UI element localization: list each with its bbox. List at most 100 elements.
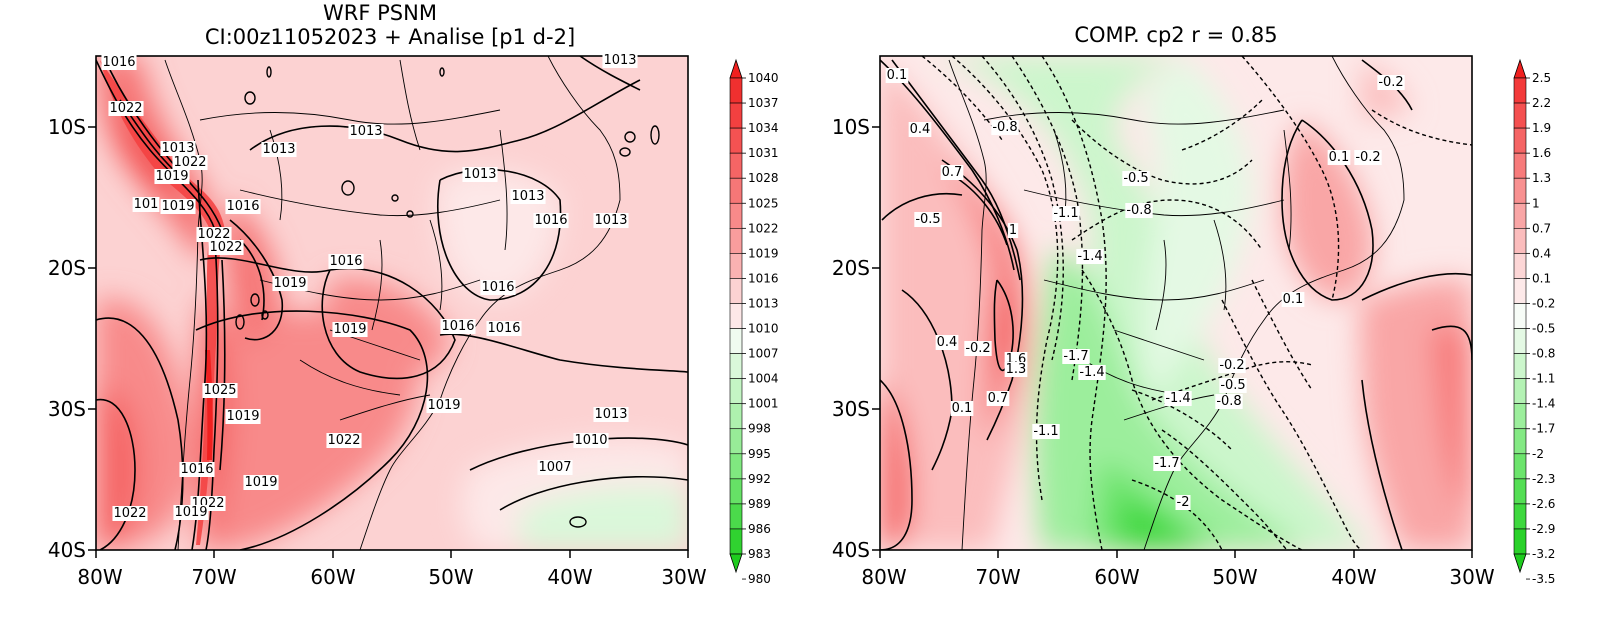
- colorbar-swatch: [729, 353, 743, 379]
- y-tick-label: 20S: [832, 256, 870, 280]
- contour-label-bg: [480, 280, 516, 295]
- colorbar-swatch: [729, 453, 743, 480]
- colorbar-label: 2.2: [1532, 96, 1551, 110]
- colorbar-label: 1016: [748, 271, 779, 285]
- contour-label-bg: [486, 321, 522, 336]
- x-tick-label: 40W: [547, 565, 592, 589]
- colorbar-label: -3.2: [1532, 547, 1555, 561]
- y-tick-label: 10S: [832, 115, 870, 139]
- contour-label: 1022: [209, 240, 242, 255]
- contour-label-bg: [326, 433, 362, 448]
- map-frame: [879, 55, 1473, 551]
- x-tick-label: 60W: [310, 565, 355, 589]
- contour-label-bg: [225, 199, 261, 214]
- colorbar-label: -0.8: [1532, 347, 1555, 361]
- colorbar-label: 983: [748, 547, 771, 561]
- contour-label-bg: [160, 141, 196, 156]
- contour-label-bg: [196, 227, 232, 242]
- colorbar-label: 1013: [748, 296, 779, 310]
- colorbar-label: 1034: [748, 121, 779, 135]
- colorbar-swatch: [1513, 253, 1527, 279]
- contour-label-bg: [225, 409, 261, 424]
- colorbar-label: 998: [748, 422, 771, 436]
- x-tick-label: 70W: [191, 565, 236, 589]
- contour-label-bg: [573, 433, 609, 448]
- colorbar-label: 1.3: [1532, 171, 1551, 185]
- colorbar-label: 0.1: [1532, 271, 1551, 285]
- contour-label-bg: [1153, 456, 1181, 471]
- contour-label: -1.4: [1165, 391, 1190, 406]
- contour-label-bg: [112, 506, 148, 521]
- contour-label: -1.1: [1033, 424, 1058, 439]
- colorbar-swatch: [729, 77, 743, 104]
- contour-label: 1016: [481, 280, 514, 295]
- colorbar-label: -2.9: [1532, 522, 1555, 536]
- contour-label: -2: [1177, 495, 1190, 510]
- colorbar-swatch: [1513, 127, 1527, 154]
- contour-label-bg: [101, 55, 137, 70]
- colorbar-label: 1010: [748, 322, 779, 336]
- colorbar-swatch: [729, 127, 743, 154]
- contour-label-bg: [108, 101, 144, 116]
- contour-label: 0.7: [988, 391, 1009, 406]
- contour-label-bg: [593, 407, 629, 422]
- colorbar-label: 986: [748, 522, 771, 536]
- contour-label: 1019: [174, 505, 207, 520]
- contour-label-bg: [964, 341, 992, 356]
- contour-label-bg: [1122, 171, 1150, 186]
- contour-label: -0.5: [1220, 378, 1245, 393]
- colorbar-swatch: [729, 403, 743, 430]
- contour-label-bg: [132, 197, 160, 212]
- contour-label: -1.4: [1077, 249, 1102, 264]
- contour-label-bg: [950, 401, 974, 416]
- contour-label: 101: [134, 197, 159, 212]
- contour-label-bg: [1125, 203, 1153, 218]
- colorbar-swatch: [1513, 303, 1527, 329]
- y-tick-label: 40S: [48, 538, 86, 562]
- contour-label-bg: [208, 240, 244, 255]
- colorbar-top-arrow: [1513, 58, 1527, 79]
- colorbar-swatch: [1513, 503, 1527, 530]
- colorbar-swatch: [729, 177, 743, 204]
- contour-label: 1019: [226, 409, 259, 424]
- colorbar-label: 1031: [748, 146, 779, 160]
- colorbar-swatch: [729, 528, 743, 555]
- contour-label-bg: [1281, 292, 1305, 307]
- map-title-line2: CI:00z11052023 + Analise [p1 d-2]: [205, 25, 575, 49]
- contour-label: 0.1: [1329, 150, 1350, 165]
- colorbar-swatch: [1513, 278, 1527, 304]
- contour-label: 1016: [329, 254, 362, 269]
- pressure-shading: [96, 56, 688, 550]
- y-axis-ticks: [88, 126, 96, 551]
- contour-label-bg: [1052, 206, 1080, 221]
- contour-label-bg: [1062, 349, 1090, 364]
- colorbar-label: -0.2: [1532, 296, 1555, 310]
- map-title: COMP. cp2 r = 0.85: [1074, 23, 1277, 47]
- contour-label: 1013: [603, 53, 636, 68]
- colorbar-top-arrow: [729, 58, 743, 79]
- contour-label: 1022: [113, 506, 146, 521]
- contour-label-bg: [1004, 362, 1028, 377]
- contour-label: -0.2: [1355, 150, 1380, 165]
- contour-label: 1025: [203, 383, 236, 398]
- contour-label-bg: [173, 505, 209, 520]
- contour-label: 1013: [594, 407, 627, 422]
- contour-label-bg: [1219, 378, 1247, 393]
- contour-label: 1010: [574, 433, 607, 448]
- contour-label-bg: [935, 335, 959, 350]
- contour-label-bg: [1354, 150, 1382, 165]
- contour-label: 1022: [173, 155, 206, 170]
- contour-label: 1022: [327, 433, 360, 448]
- colorbar-label: 1001: [748, 397, 779, 411]
- colorbar-bottom-arrow: [1513, 553, 1527, 574]
- colorbar-swatch: [1513, 202, 1527, 229]
- colorbar-swatch: [1513, 478, 1527, 505]
- contour-label-bg: [160, 199, 196, 214]
- colorbar-swatch: [1513, 152, 1527, 179]
- contour-label-bg: [991, 120, 1019, 135]
- isobar-cells: [235, 66, 660, 528]
- colorbar-swatch: [729, 253, 743, 279]
- colorbar-swatch: [1513, 528, 1527, 555]
- contour-label: 1019: [155, 169, 188, 184]
- colorbar-swatch: [729, 228, 743, 254]
